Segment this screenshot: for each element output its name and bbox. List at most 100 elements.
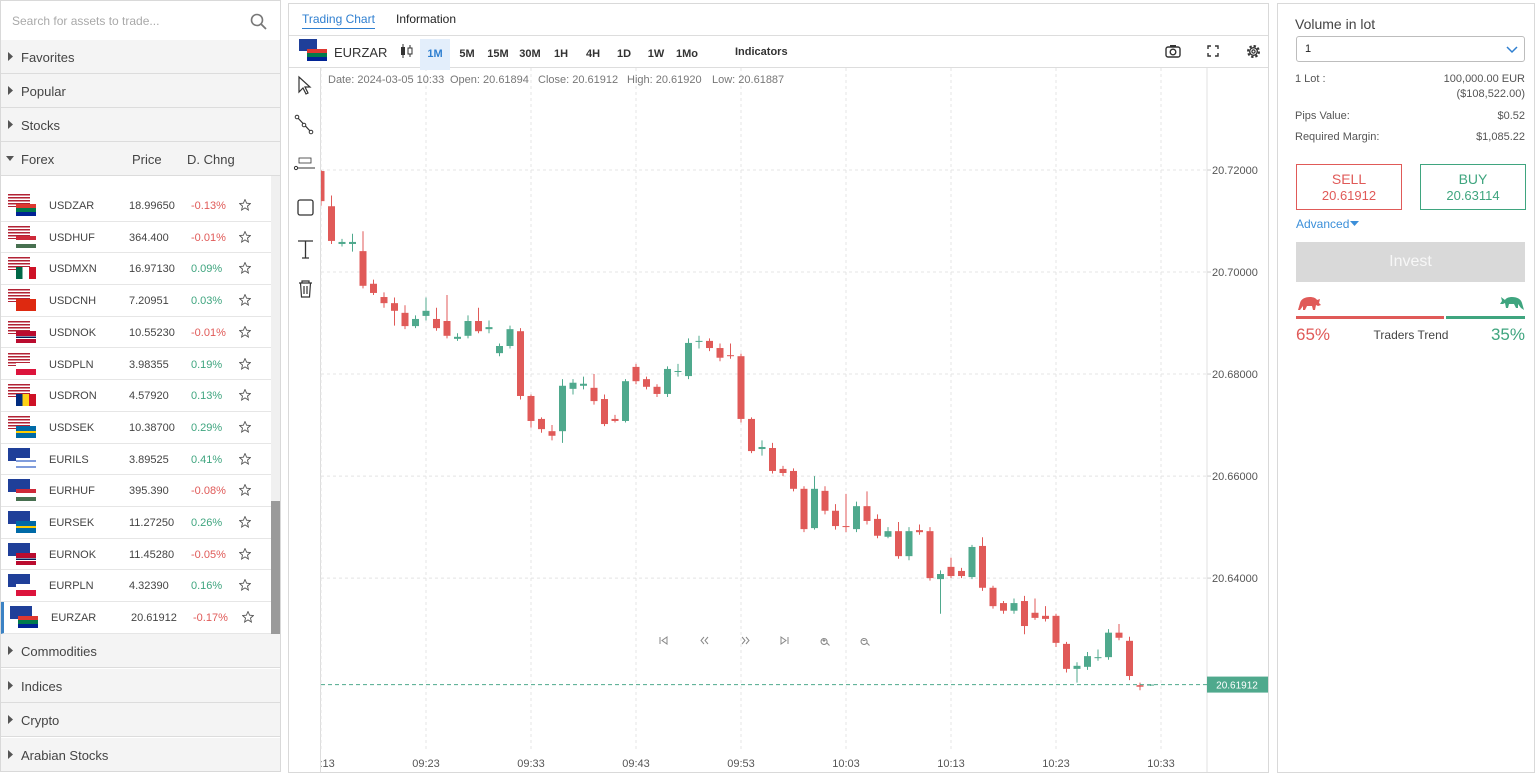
nav-start[interactable]	[659, 636, 668, 645]
nav-end[interactable]	[780, 636, 789, 645]
asset-change: 0.03%	[191, 295, 223, 308]
order-panel: Volume in lot 1 1 Lot : 100,000.00 EUR (…	[1277, 3, 1535, 773]
group-header[interactable]: Arabian Stocks	[1, 737, 280, 771]
fullscreen-icon[interactable]	[1207, 45, 1219, 57]
nav-back[interactable]	[700, 636, 709, 645]
favorite-star[interactable]	[239, 547, 251, 560]
group-header[interactable]: Stocks	[1, 108, 280, 142]
favorite-star[interactable]	[239, 325, 251, 338]
candles	[321, 170, 1154, 691]
favorite-star[interactable]	[239, 516, 251, 528]
chart-type-icon[interactable]	[399, 43, 415, 59]
bull-icon	[1500, 297, 1524, 310]
timeframe-button[interactable]: 1M	[420, 39, 450, 70]
star	[239, 357, 251, 370]
asset-row[interactable]: EURSEK 11.27250 0.26%	[1, 507, 271, 539]
invest-button[interactable]: Invest	[1296, 242, 1525, 282]
flag-base	[8, 447, 30, 461]
favorite-star[interactable]	[239, 262, 251, 275]
settings-icon[interactable]	[1245, 43, 1262, 60]
asset-row[interactable]: EURILS 3.89525 0.41%	[1, 443, 271, 476]
camera-icon[interactable]	[1165, 44, 1181, 58]
timeframe-button[interactable]: 1Mo	[676, 48, 698, 60]
expand-arrow	[8, 749, 13, 759]
nav-forward[interactable]	[741, 636, 750, 645]
favorite-star[interactable]	[239, 230, 251, 243]
asset-row[interactable]: USDNOK 10.55230 -0.01%	[1, 316, 271, 349]
asset-change: -0.13%	[191, 200, 226, 212]
asset-symbol: USDRON	[49, 390, 97, 403]
asset-row[interactable]: USDHUF 364.400 -0.01%	[1, 221, 271, 254]
flag-quote	[16, 204, 36, 216]
scrollbar[interactable]	[271, 176, 280, 634]
scroll-thumb[interactable]	[271, 501, 280, 634]
asset-row[interactable]: USDRON 4.57920 0.13%	[1, 380, 271, 412]
favorite-star[interactable]	[239, 357, 251, 370]
indicators-button[interactable]: Indicators	[735, 46, 788, 58]
favorite-star[interactable]	[242, 611, 254, 624]
pointer-tool[interactable]	[298, 75, 312, 95]
advanced-toggle[interactable]: Advanced	[1296, 217, 1350, 231]
candle-body	[947, 566, 955, 577]
symbol: EURZAR	[334, 45, 388, 60]
favorite-star[interactable]	[239, 452, 251, 465]
timeframe-button[interactable]: 1D	[616, 48, 632, 60]
arrow	[8, 646, 13, 655]
favorite-star[interactable]	[239, 389, 251, 402]
candle-body	[580, 383, 587, 386]
asset-row[interactable]: USDMXN 16.97130 0.09%	[1, 253, 271, 286]
group-header[interactable]: Popular	[1, 74, 280, 108]
group-header[interactable]: Crypto	[1, 703, 280, 737]
tab[interactable]: Information	[396, 12, 457, 26]
rectangle-tool[interactable]	[297, 199, 314, 216]
asset-change: 0.16%	[191, 580, 223, 593]
favorite-star[interactable]	[239, 484, 251, 497]
candle-body	[1042, 615, 1049, 619]
expand-arrow	[8, 646, 13, 655]
line-tool[interactable]	[294, 114, 314, 135]
group-header[interactable]: Favorites	[1, 40, 280, 74]
candle-body	[884, 531, 892, 537]
favorite-star[interactable]	[239, 294, 251, 307]
timeframe-button[interactable]: 15M	[487, 48, 509, 60]
buy-label: BUY	[1458, 171, 1488, 187]
flag-base	[8, 574, 30, 588]
volume-select[interactable]: 1	[1296, 36, 1525, 62]
text-tool[interactable]	[298, 240, 313, 259]
search-icon	[250, 13, 267, 30]
candle-body	[412, 318, 419, 327]
favorite-star[interactable]	[239, 579, 251, 592]
zoom-out[interactable]	[860, 638, 870, 646]
asset-symbol: EURZAR	[51, 612, 97, 625]
group-header[interactable]: Commodities	[1, 634, 280, 668]
x-tick-label: 09:33	[517, 758, 545, 770]
asset-row[interactable]: EURNOK 11.45280 -0.05%	[1, 538, 271, 571]
flag-base	[8, 225, 30, 239]
flag-base	[299, 39, 317, 51]
measure-tool[interactable]	[293, 157, 315, 171]
favorite-star[interactable]	[239, 199, 251, 211]
buy-button[interactable]: BUY 20.63114	[1420, 164, 1526, 210]
timeframe-button[interactable]: 1H	[553, 48, 569, 60]
forex-header[interactable]: Forex Price D. Chng	[1, 142, 280, 176]
tab-active[interactable]: Trading Chart	[302, 12, 375, 29]
asset-row[interactable]: EURHUF 395.390 -0.08%	[1, 475, 271, 507]
group-header[interactable]: Indices	[1, 668, 280, 703]
asset-row[interactable]: USDSEK 10.38700 0.29%	[1, 411, 271, 444]
asset-row[interactable]: USDPLN 3.98355 0.19%	[1, 348, 271, 381]
zoom-in[interactable]	[820, 638, 830, 646]
asset-row[interactable]: USDZAR 18.99650 -0.13%	[1, 190, 271, 222]
delete-tool[interactable]	[299, 280, 312, 298]
timeframe-button[interactable]: 5M	[459, 48, 475, 60]
search-box[interactable]: Search for assets to trade...	[1, 1, 280, 41]
asset-row[interactable]: EURZAR 20.61912 -0.17%	[1, 602, 271, 634]
asset-row[interactable]: USDCNH 7.20951 0.03%	[1, 285, 271, 317]
timeframe-button[interactable]: 30M	[519, 48, 541, 60]
favorite-star[interactable]	[239, 420, 251, 433]
timeframe-button[interactable]: 4H	[585, 48, 601, 60]
asset-row[interactable]: EURPLN 4.32390 0.16%	[1, 570, 271, 603]
sell-button[interactable]: SELL 20.61912	[1296, 164, 1402, 210]
candle-body	[454, 336, 461, 339]
timeframe-button[interactable]: 1W	[647, 48, 665, 60]
x-tick-label: 09:23	[412, 758, 440, 770]
